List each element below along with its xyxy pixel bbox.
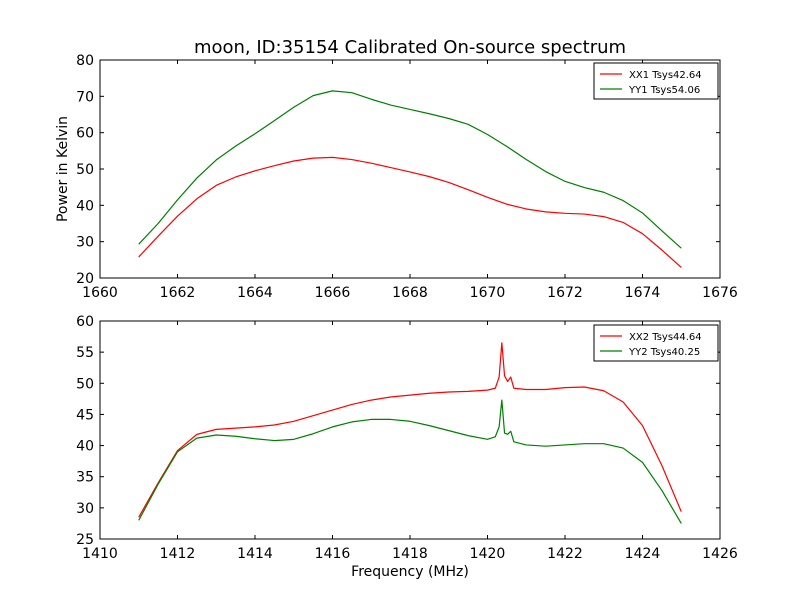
panel-bottom: 1410 1412 1414 1416 1418 1420 1422 1424 1426 25 30… (76, 314, 738, 562)
y-tick-label: 25 (76, 532, 94, 548)
y-tick-label: 30 (76, 501, 94, 517)
x-tick-label: 1414 (237, 546, 273, 562)
y-axis-label: Power in Kelvin (55, 116, 71, 222)
series-line-xx (138, 342, 682, 518)
x-axis-label: Frequency (MHz) (351, 564, 469, 580)
x-tick-label: 1670 (470, 285, 506, 301)
y-tick-label: 55 (76, 345, 94, 361)
legend: XX2 Tsys44.64 YY2 Tsys40.25 (593, 324, 719, 362)
x-tick-label: 1666 (315, 285, 351, 301)
y-tick-label: 60 (76, 126, 94, 142)
x-tick-label: 1672 (547, 285, 583, 301)
y-tick-label: 35 (76, 470, 94, 486)
series-group (138, 342, 682, 524)
series-group (138, 90, 682, 268)
x-tick-label: 1424 (625, 546, 661, 562)
x-tick-label: 1418 (392, 546, 428, 562)
legend-label: XX2 Tsys44.64 (629, 332, 702, 343)
x-tick-label: 1676 (702, 285, 738, 301)
legend: XX1 Tsys42.64 YY1 Tsys54.06 (593, 62, 719, 100)
y-tick-label: 20 (76, 271, 94, 287)
legend-label: XX1 Tsys42.64 (629, 70, 702, 81)
x-tick-label: 1664 (237, 285, 273, 301)
y-tick-label: 60 (76, 314, 94, 330)
x-tick-label: 1426 (702, 546, 738, 562)
series-line-yy (138, 399, 682, 524)
legend-box (593, 324, 719, 362)
legend-box (593, 62, 719, 100)
x-tick-label: 1660 (82, 285, 118, 301)
y-tick-label: 40 (76, 198, 94, 214)
x-tick-label: 1668 (392, 285, 428, 301)
x-tick-label: 1410 (82, 546, 118, 562)
y-tick-label: 45 (76, 407, 94, 423)
y-tick-label: 70 (76, 89, 94, 105)
figure-title: moon, ID:35154 Calibrated On-source spec… (194, 37, 626, 58)
legend-label: YY1 Tsys54.06 (628, 85, 700, 96)
y-tick-label: 50 (76, 376, 94, 392)
x-tick-label: 1674 (625, 285, 661, 301)
y-tick-label: 80 (76, 53, 94, 69)
x-tick-label: 1422 (547, 546, 583, 562)
y-tick-label: 50 (76, 162, 94, 178)
x-tick-label: 1416 (315, 546, 351, 562)
x-tick-label: 1420 (470, 546, 506, 562)
x-tick-label: 1412 (160, 546, 196, 562)
y-tick-label: 30 (76, 235, 94, 251)
panel-top: 1660 1662 1664 1666 1668 1670 1672 1674 1676 20 30… (76, 53, 738, 301)
series-line-yy (138, 90, 682, 249)
legend-label: YY2 Tsys40.25 (628, 347, 700, 358)
y-tick-label: 40 (76, 439, 94, 455)
series-line-xx (138, 156, 682, 268)
x-tick-label: 1662 (160, 285, 196, 301)
